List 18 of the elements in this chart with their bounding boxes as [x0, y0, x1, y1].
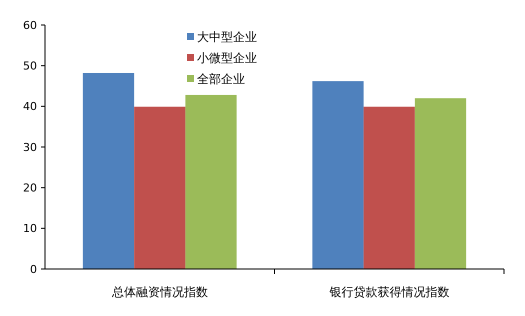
legend-label: 大中型企业 — [197, 30, 257, 44]
y-tick-label: 0 — [30, 262, 37, 276]
y-tick-label: 60 — [23, 18, 37, 32]
legend-label: 小微型企业 — [197, 51, 257, 66]
bar — [134, 106, 186, 269]
x-tick-label: 银行贷款获得情况指数 — [328, 285, 450, 299]
y-tick-label: 50 — [23, 60, 37, 73]
y-tick-label: 40 — [23, 100, 37, 114]
bar — [82, 72, 134, 269]
bar — [414, 98, 466, 269]
y-tick-label: 30 — [23, 140, 37, 154]
legend-label: 全部企业 — [197, 72, 245, 86]
y-tick-label: 10 — [23, 222, 37, 236]
x-tick-label: 总体融资情况指数 — [110, 285, 208, 299]
bar — [364, 106, 415, 269]
bar — [185, 94, 237, 269]
y-tick-label: 20 — [23, 182, 37, 195]
bar — [312, 81, 364, 269]
